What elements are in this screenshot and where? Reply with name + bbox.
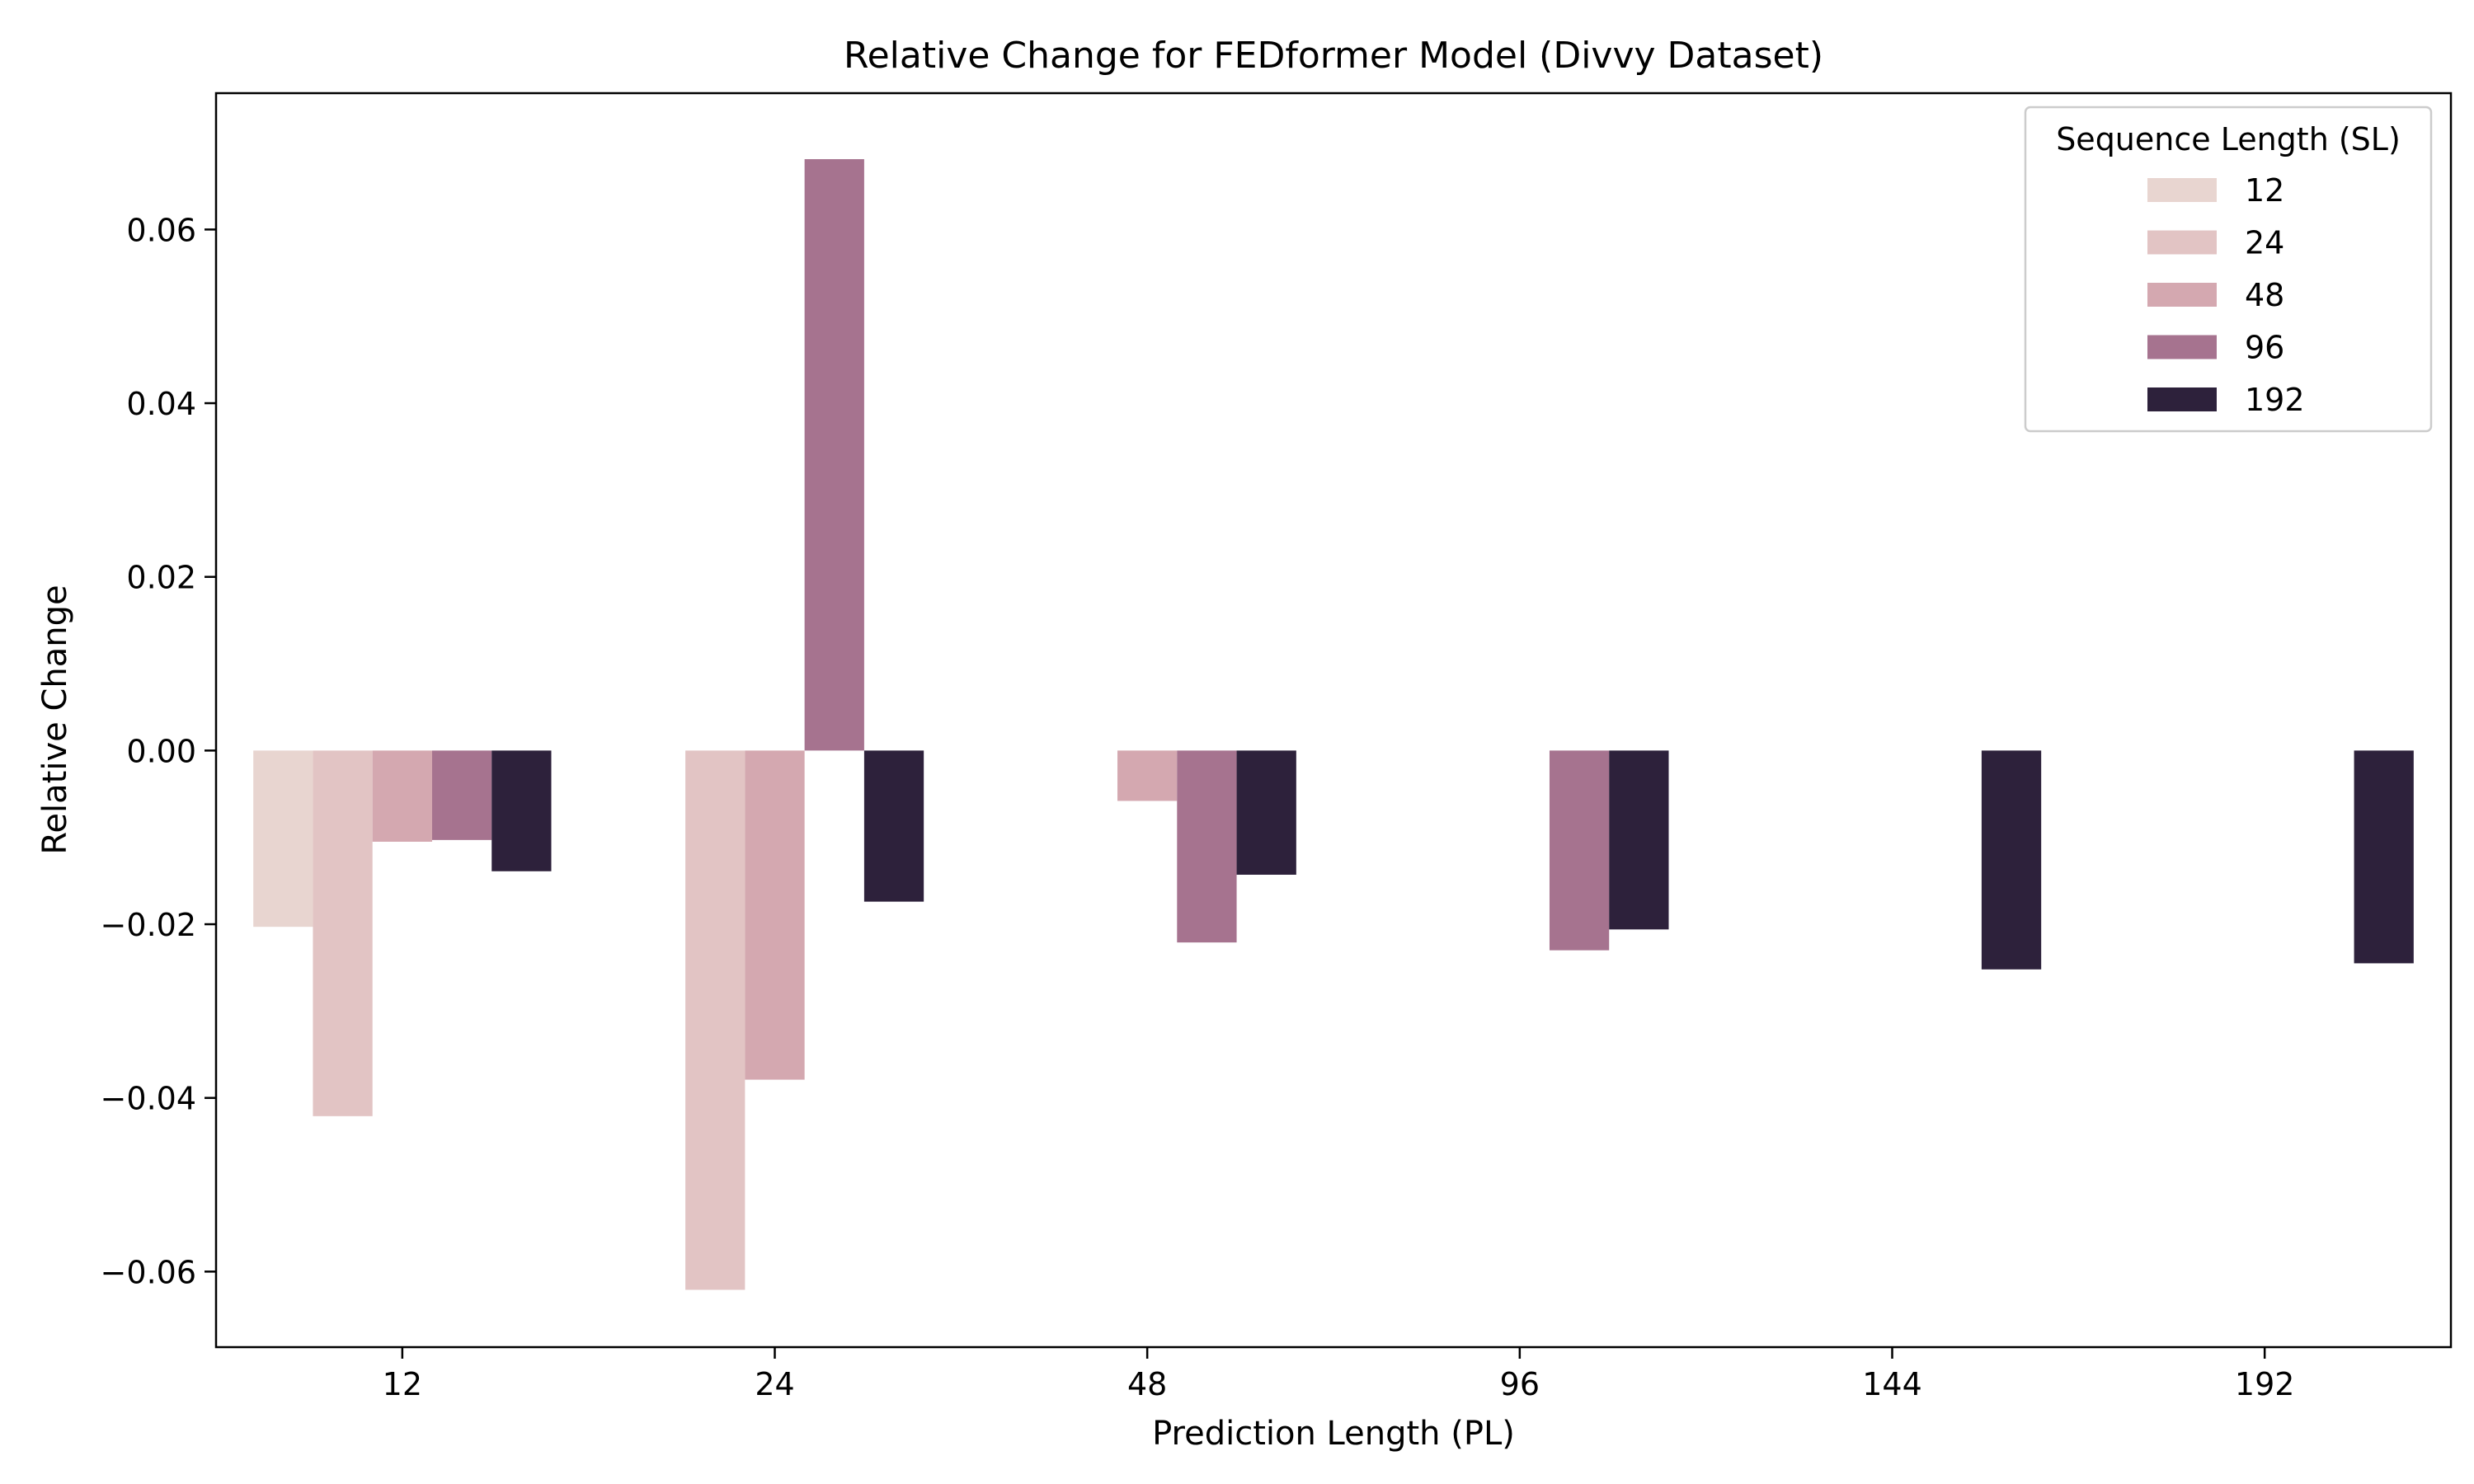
y-axis-label: Relative Change bbox=[36, 585, 74, 854]
x-tick-label: 144 bbox=[1862, 1366, 1922, 1402]
y-tick-label: −0.04 bbox=[101, 1081, 196, 1117]
bar-pl-24-sl-96 bbox=[804, 159, 864, 751]
legend-swatch-96 bbox=[2147, 335, 2217, 359]
legend: Sequence Length (SL) 12 24 48 96 192 bbox=[2024, 106, 2433, 433]
y-tick-label: 0.06 bbox=[126, 212, 196, 248]
bar-pl-192-sl-192 bbox=[2354, 750, 2414, 964]
legend-swatch-12 bbox=[2147, 178, 2217, 202]
legend-label-24: 24 bbox=[2245, 225, 2284, 261]
legend-swatch-24 bbox=[2147, 230, 2217, 255]
legend-label-12: 12 bbox=[2245, 172, 2284, 209]
y-tick-label: −0.06 bbox=[101, 1254, 196, 1290]
bar-pl-24-sl-192 bbox=[863, 750, 924, 902]
x-axis-label: Prediction Length (PL) bbox=[1152, 1415, 1515, 1453]
x-tick-label: 96 bbox=[1500, 1366, 1540, 1402]
bar-pl-24-sl-48 bbox=[745, 750, 805, 1080]
bar-pl-12-sl-12 bbox=[253, 750, 313, 928]
x-tick-label: 12 bbox=[383, 1366, 422, 1402]
chart-title: Relative Change for FEDformer Model (Div… bbox=[844, 35, 1823, 77]
bar-pl-12-sl-192 bbox=[492, 750, 552, 871]
y-ticks: −0.06 −0.04 −0.02 0.00 0.02 0.04 0.06 bbox=[101, 212, 216, 1290]
legend-box bbox=[2024, 106, 2433, 433]
legend-label-192: 192 bbox=[2245, 382, 2305, 418]
legend-title: Sequence Length (SL) bbox=[2056, 121, 2401, 157]
y-tick-label: 0.00 bbox=[126, 733, 196, 769]
legend-swatch-192 bbox=[2147, 387, 2217, 411]
bar-pl-144-sl-192 bbox=[1981, 750, 2042, 970]
bar-pl-48-sl-48 bbox=[1117, 750, 1178, 801]
y-tick-label: 0.02 bbox=[126, 560, 196, 596]
legend-label-48: 48 bbox=[2245, 277, 2284, 313]
bar-pl-48-sl-96 bbox=[1177, 750, 1237, 943]
bar-pl-12-sl-96 bbox=[431, 750, 492, 840]
legend-label-96: 96 bbox=[2245, 330, 2284, 366]
y-tick-label: −0.02 bbox=[101, 907, 196, 943]
x-tick-label: 48 bbox=[1127, 1366, 1167, 1402]
bar-pl-96-sl-192 bbox=[1609, 750, 1669, 930]
x-tick-label: 24 bbox=[755, 1366, 794, 1402]
legend-swatch-48 bbox=[2147, 283, 2217, 307]
bar-pl-12-sl-24 bbox=[313, 750, 373, 1116]
x-ticks: 12 24 48 96 144 192 bbox=[383, 1347, 2295, 1402]
bar-pl-48-sl-192 bbox=[1236, 750, 1296, 875]
bar-pl-24-sl-24 bbox=[685, 750, 745, 1290]
bar-pl-12-sl-48 bbox=[372, 750, 432, 842]
bar-pl-96-sl-96 bbox=[1549, 750, 1610, 951]
y-tick-label: 0.04 bbox=[126, 386, 196, 422]
bars-layer bbox=[253, 159, 2414, 1290]
x-tick-label: 192 bbox=[2235, 1366, 2295, 1402]
plot-area-frame bbox=[214, 92, 2453, 1349]
